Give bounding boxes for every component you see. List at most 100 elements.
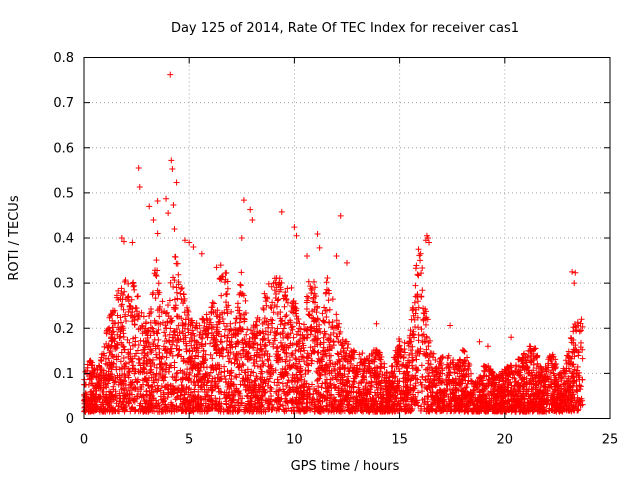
data-point [394, 382, 401, 389]
data-point [106, 349, 113, 356]
data-point [219, 353, 226, 360]
data-point [395, 365, 402, 372]
data-point [259, 393, 266, 400]
data-point [169, 352, 176, 359]
data-point [258, 399, 265, 406]
data-point [230, 331, 237, 338]
data-point [155, 320, 162, 327]
data-point [174, 369, 181, 376]
data-point [314, 376, 321, 383]
data-point [451, 408, 458, 415]
data-point [343, 388, 350, 395]
data-point [277, 321, 284, 328]
data-point [164, 302, 171, 309]
data-point [285, 377, 292, 384]
data-point [243, 331, 250, 338]
data-point [336, 320, 343, 327]
data-point [171, 328, 178, 335]
data-point [268, 305, 275, 312]
data-point [283, 332, 290, 339]
data-point [153, 351, 160, 358]
data-point [173, 284, 180, 291]
data-point [319, 310, 326, 317]
data-point [579, 376, 586, 383]
data-point [271, 379, 278, 386]
data-point [216, 376, 223, 383]
data-point [93, 374, 100, 381]
data-point [128, 358, 135, 365]
data-point [114, 341, 121, 348]
data-point [116, 334, 123, 341]
data-point [157, 387, 164, 394]
data-point [168, 318, 175, 325]
data-point [235, 363, 242, 370]
data-point [200, 316, 207, 323]
data-point [452, 375, 459, 382]
data-point [138, 322, 145, 329]
data-point [235, 364, 242, 371]
data-point [207, 340, 214, 347]
data-point [324, 389, 331, 396]
data-point [438, 361, 445, 368]
data-point [309, 287, 316, 294]
data-point [126, 368, 133, 375]
data-point [437, 408, 444, 415]
data-point [127, 312, 134, 319]
data-point [129, 342, 136, 349]
data-point [101, 343, 108, 350]
data-point [233, 374, 240, 381]
data-point [222, 270, 229, 277]
data-point [265, 357, 272, 364]
data-point [284, 285, 291, 292]
data-point [314, 349, 321, 356]
data-point [280, 295, 287, 302]
data-point [432, 356, 439, 363]
data-point [329, 296, 336, 303]
data-point [528, 358, 535, 365]
data-point [146, 310, 153, 317]
data-point [569, 349, 576, 356]
data-point [412, 352, 419, 359]
data-point [217, 388, 224, 395]
data-point [420, 310, 427, 317]
data-point [325, 337, 332, 344]
data-point [289, 309, 296, 316]
data-point [575, 322, 582, 329]
data-point [219, 316, 226, 323]
data-point [282, 292, 289, 299]
data-point [178, 315, 185, 322]
data-point [191, 372, 198, 379]
data-point [415, 337, 422, 344]
data-point [333, 311, 340, 318]
data-point [326, 306, 333, 313]
data-point [250, 360, 257, 367]
data-point [250, 369, 257, 376]
data-point [155, 326, 162, 333]
data-point [412, 265, 419, 272]
data-point [284, 379, 291, 386]
data-point [125, 349, 132, 356]
data-point [170, 274, 177, 281]
data-point [547, 369, 554, 376]
data-point [228, 389, 235, 396]
data-point [120, 354, 127, 361]
data-point [122, 360, 129, 367]
data-point [315, 349, 322, 356]
data-point [166, 297, 173, 304]
data-point [252, 378, 259, 385]
data-point [251, 382, 258, 389]
data-point [233, 315, 240, 322]
data-point [199, 316, 206, 323]
data-point [250, 322, 257, 329]
data-point [113, 363, 120, 370]
data-point [140, 381, 147, 388]
data-point [118, 349, 125, 356]
data-point [406, 352, 413, 359]
data-point [337, 380, 344, 387]
data-point [324, 275, 331, 282]
data-point [295, 346, 302, 353]
data-point [418, 326, 425, 333]
data-point [148, 309, 155, 316]
data-point [152, 295, 159, 302]
data-point [433, 390, 440, 397]
